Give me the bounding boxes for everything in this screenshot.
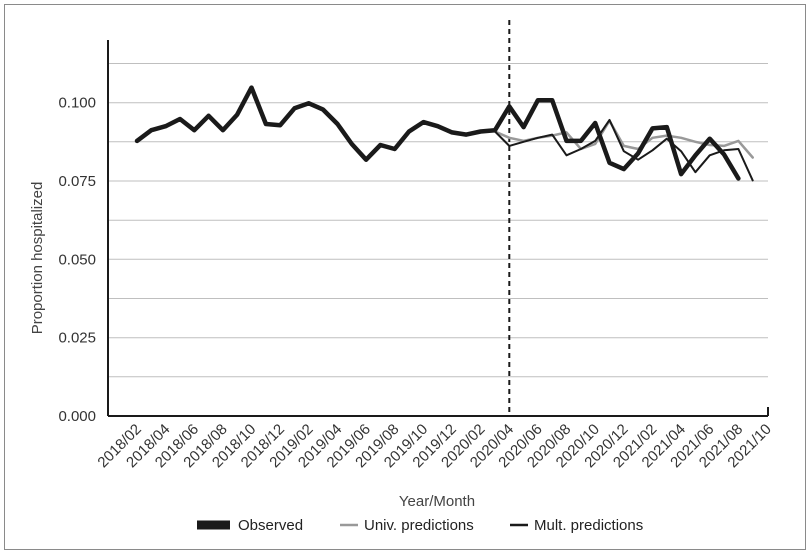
legend: Observed Univ. predictions Mult. predict… bbox=[197, 517, 643, 534]
legend-label-mult: Mult. predictions bbox=[534, 517, 643, 534]
x-axis-title: Year/Month bbox=[399, 493, 475, 510]
axes bbox=[107, 40, 769, 417]
y-axis-title: Proportion hospitalized bbox=[29, 182, 46, 335]
legend-label-observed: Observed bbox=[238, 517, 303, 534]
series-mult-predictions bbox=[494, 118, 754, 182]
legend-label-univ: Univ. predictions bbox=[364, 517, 474, 534]
y-tick-labels: 0.000 0.025 0.050 0.075 0.100 bbox=[58, 95, 96, 425]
series-lines bbox=[134, 85, 754, 182]
grid-lines bbox=[108, 63, 768, 378]
x-tick-labels: 2018/022018/042018/062018/082018/102018/… bbox=[94, 421, 774, 471]
series-observed bbox=[134, 85, 741, 181]
chart-frame bbox=[4, 4, 806, 550]
y-tick-label: 0.025 bbox=[58, 330, 96, 347]
y-tick-label: 0.100 bbox=[58, 95, 96, 112]
y-tick-label: 0.000 bbox=[58, 408, 96, 425]
y-tick-label: 0.075 bbox=[58, 173, 96, 190]
y-tick-label: 0.050 bbox=[58, 251, 96, 268]
